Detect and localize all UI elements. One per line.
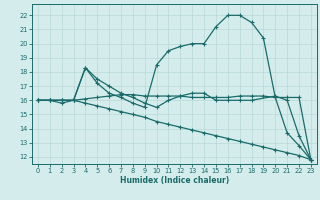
- X-axis label: Humidex (Indice chaleur): Humidex (Indice chaleur): [120, 176, 229, 185]
